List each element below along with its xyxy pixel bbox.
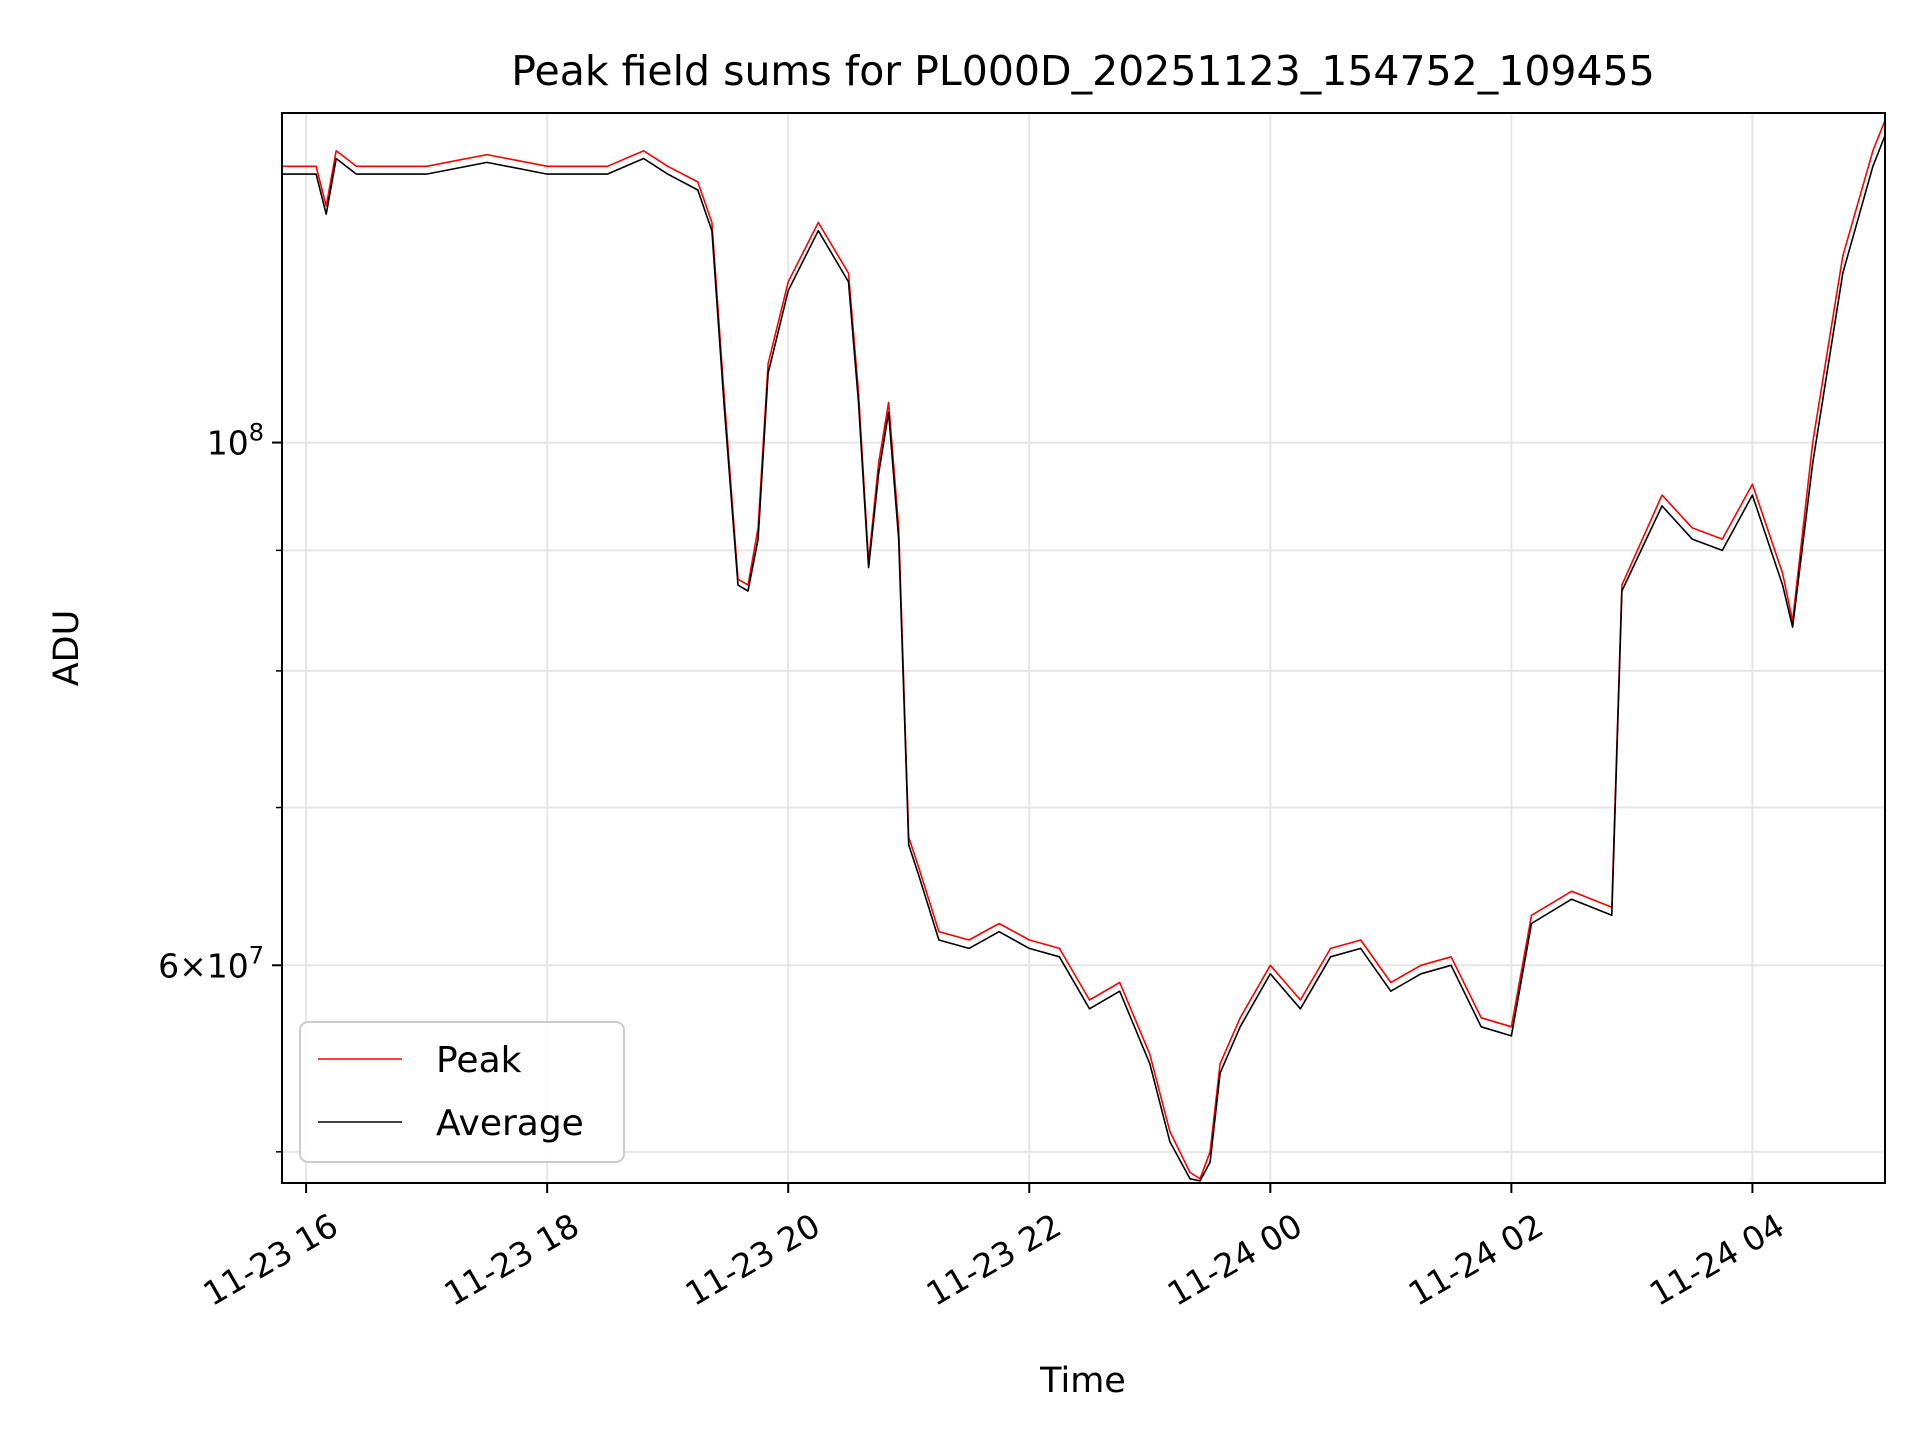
legend: Peak Average [299,1021,625,1163]
x-axis-title: Time [1039,1361,1126,1401]
plot-frame [281,112,1886,1184]
grid [282,113,1885,1183]
chart-title: Peak field sums for PL000D_20251123_1547… [511,47,1655,95]
series-average-line [282,135,1886,1182]
series-layer [282,120,1886,1182]
y-tick-label: 6×107 [158,941,264,985]
y-axis-title: ADU [47,610,87,687]
y-axis: 108 6×107 [158,419,282,1153]
legend-label-peak: Peak [436,1040,522,1081]
y-tick-label: 108 [207,419,264,463]
legend-label-average: Average [436,1103,584,1144]
legend-box [299,1021,625,1163]
